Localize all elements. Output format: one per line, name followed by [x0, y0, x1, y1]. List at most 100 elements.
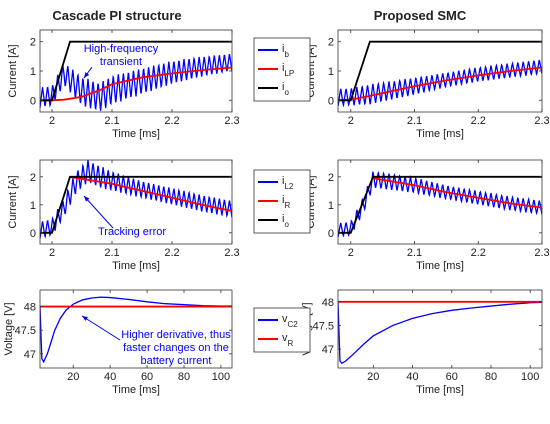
column-title-left: Cascade PI structure: [52, 8, 181, 23]
y-axis-label-5: Voltage [V]: [3, 302, 15, 355]
y-tick-label-3: 2: [30, 37, 36, 49]
panel-pi-current-ib: 2 2.1 2.2 2.3 0 1 2 Time [ms] Current [A]: [7, 29, 240, 140]
x-axis-label-3: Time [ms]: [112, 260, 160, 272]
x-tick-label: 2: [49, 115, 55, 127]
series-group-4: [338, 171, 542, 238]
legend-label-6: io: [282, 213, 289, 229]
series-line-vc2: [40, 296, 232, 364]
y-tick-label-6: 2: [328, 37, 334, 49]
annotation-tracking-error: Tracking error: [83, 195, 166, 238]
y-tick-label-4: 0: [328, 95, 334, 107]
annotation-arrow-head: [84, 72, 90, 78]
annotation-arrow-head-2: [84, 196, 90, 202]
x-tick-label-14: 2.1: [407, 247, 422, 259]
annotation-text-4: Higher derivative, thus: [121, 329, 231, 341]
legend-label-4: iL2: [282, 175, 294, 191]
series-line-ib-2: [338, 59, 542, 108]
y-tick-label-9: 2: [30, 172, 36, 184]
annotation-text-5: faster changes on the: [123, 342, 229, 354]
series-line-io-3: [40, 175, 232, 234]
x-tick-label-19: 60: [141, 371, 153, 383]
y-tick-label-17: 47.5: [313, 320, 334, 332]
y-tick-label-2: 1: [30, 66, 36, 78]
annotation-text-3: Tracking error: [98, 226, 166, 238]
x-axis-label-2: Time [ms]: [416, 128, 464, 140]
x-axis-label-4: Time [ms]: [416, 260, 464, 272]
annotation-arrow-line-3: [81, 315, 121, 341]
column-title-right: Proposed SMC: [374, 8, 467, 23]
y-tick-label: 0: [30, 95, 36, 107]
series-line-vc2-2: [338, 301, 542, 365]
x-tick-label-26: 100: [521, 371, 539, 383]
legend-label-3: io: [282, 81, 289, 97]
x-axis-label-6: Time [ms]: [416, 384, 464, 396]
legend-label: ib: [282, 43, 289, 59]
x-tick-label-22: 20: [367, 371, 379, 383]
x-tick-label-21: 100: [212, 371, 230, 383]
x-tick-label-25: 80: [485, 371, 497, 383]
y-tick-label-16: 47: [322, 344, 334, 356]
x-tick-label-11: 2.2: [164, 247, 179, 259]
panel-pi-voltage: 20 40 60 80 100 47 47.5 48 Time [ms] Voltage [V]: [3, 289, 233, 396]
annotation-text: High-frequency: [84, 43, 159, 55]
y-tick-label-13: 47: [24, 349, 36, 361]
x-tick-label-3: 2.2: [164, 115, 179, 127]
x-tick-label-4: 2.3: [224, 115, 239, 127]
x-tick-label-17: 20: [67, 371, 79, 383]
series-line-ir-2: [372, 177, 542, 209]
y-tick-label-18: 48: [322, 297, 334, 309]
series-line-ilp-2: [338, 66, 542, 102]
series-line-io-4: [338, 175, 542, 234]
y-axis-label-3: Current [A]: [7, 175, 19, 228]
y-tick-label-15: 48: [24, 302, 36, 314]
series-line-il2: [40, 160, 232, 239]
plot-frame-3: [39, 159, 233, 245]
series-group: [40, 40, 232, 111]
plot-frame-6: [337, 289, 543, 369]
x-tick-label-9: 2: [49, 247, 55, 259]
series-line-ilp: [40, 66, 232, 102]
y-tick-label-10: 0: [328, 228, 334, 240]
x-tick-label-6: 2.1: [407, 115, 422, 127]
x-tick-label-8: 2.3: [534, 115, 549, 127]
x-tick-label-12: 2.3: [224, 247, 239, 259]
series-group-5: [40, 296, 232, 364]
series-group-3: [40, 160, 232, 239]
x-tick-label-18: 40: [104, 371, 116, 383]
plot-frame-5: [39, 289, 233, 369]
y-tick-label-11: 1: [328, 200, 334, 212]
x-tick-label-7: 2.2: [471, 115, 486, 127]
series-line-io: [40, 40, 232, 102]
x-axis-label-5: Time [ms]: [112, 384, 160, 396]
x-tick-label-23: 40: [406, 371, 418, 383]
x-tick-label-2: 2.1: [104, 115, 119, 127]
series-group-2: [338, 40, 542, 108]
x-tick-label-10: 2.1: [104, 247, 119, 259]
x-tick-label-20: 80: [178, 371, 190, 383]
x-tick-label-24: 60: [446, 371, 458, 383]
annotation-arrow-head-3: [82, 316, 88, 321]
x-tick-label-5: 2: [348, 115, 354, 127]
y-tick-label-12: 2: [328, 172, 334, 184]
series-group-6: [338, 300, 542, 365]
x-tick-label-15: 2.2: [471, 247, 486, 259]
series-line-io-2: [338, 40, 542, 102]
series-line-ir: [69, 175, 232, 212]
y-tick-label-8: 1: [30, 200, 36, 212]
x-tick-label-16: 2.3: [534, 247, 549, 259]
panel-pi-current-il2: 2 2.1 2.2 2.3 0 1 2 Time [ms] Current [A]: [7, 159, 240, 272]
y-tick-label-14: 47.5: [15, 325, 36, 337]
annotation-text-2: transient: [100, 56, 142, 68]
legend-label-5: iR: [282, 194, 290, 210]
annotation-text-6: battery current: [141, 355, 212, 367]
series-line-ib: [40, 53, 232, 111]
y-tick-label-5: 1: [328, 66, 334, 78]
annotation-arrow-line-2: [83, 195, 114, 229]
legend-label-8: vR: [282, 332, 294, 348]
